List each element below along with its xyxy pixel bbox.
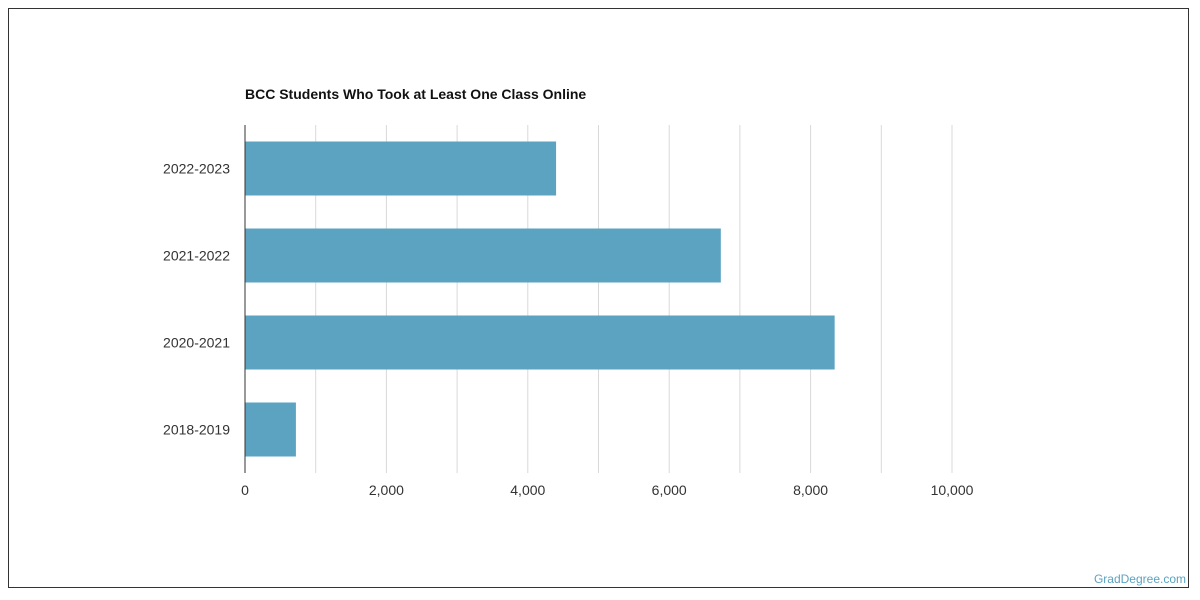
chart-title: BCC Students Who Took at Least One Class… xyxy=(245,86,586,102)
bar-2021-2022 xyxy=(245,228,721,283)
category-label: 2021-2022 xyxy=(163,248,230,264)
category-label: 2022-2023 xyxy=(163,161,230,177)
bar-2020-2021 xyxy=(245,315,835,370)
category-labels: 2022-2023 2021-2022 2020-2021 2018-2019 xyxy=(163,161,230,438)
x-tick-label: 2,000 xyxy=(369,482,404,498)
x-tick-label: 6,000 xyxy=(652,482,687,498)
x-tick-labels: 0 2,000 4,000 6,000 8,000 10,000 xyxy=(241,482,974,498)
category-label: 2018-2019 xyxy=(163,422,230,438)
bars xyxy=(245,141,835,457)
x-tick-label: 4,000 xyxy=(510,482,545,498)
bar-2022-2023 xyxy=(245,141,557,196)
category-label: 2020-2021 xyxy=(163,335,230,351)
watermark-text: GradDegree.com xyxy=(1093,572,1186,586)
x-tick-label: 8,000 xyxy=(793,482,828,498)
bar-2018-2019 xyxy=(245,402,296,457)
x-tick-label: 0 xyxy=(241,482,249,498)
x-tick-label: 10,000 xyxy=(931,482,974,498)
